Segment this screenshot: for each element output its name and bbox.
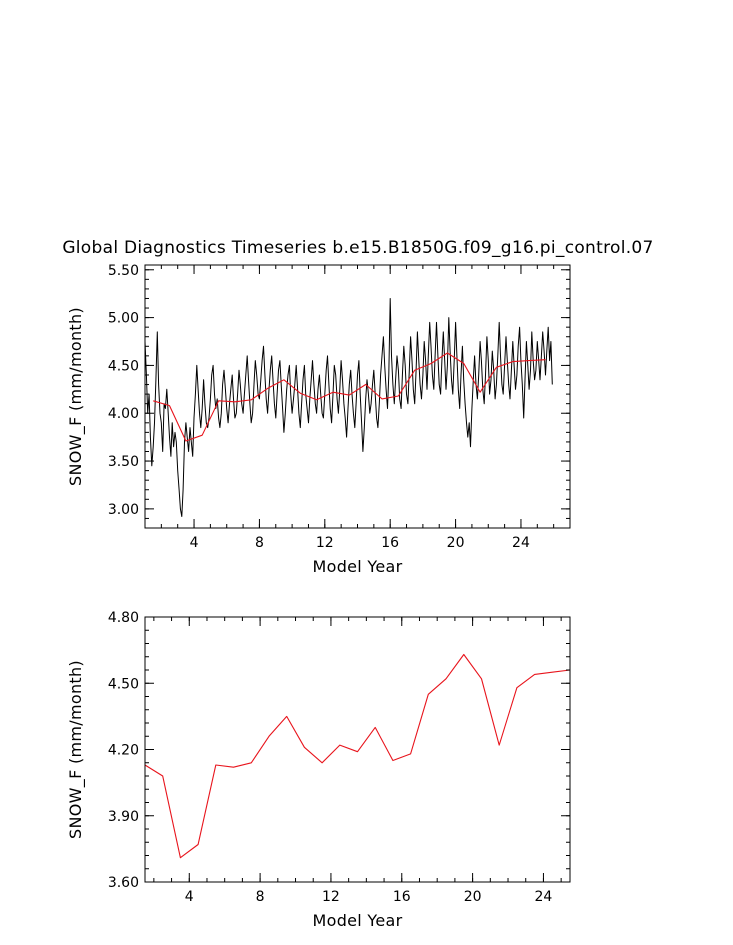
y-tick-label: 5.00 — [108, 311, 139, 327]
x-tick-label: 24 — [535, 889, 553, 905]
y-axis-label: SNOW_F (mm/month) — [66, 307, 86, 486]
y-tick-label: 4.50 — [108, 358, 139, 374]
plot-frame — [144, 616, 571, 883]
x-tick-label: 20 — [464, 889, 482, 905]
x-tick-label: 20 — [447, 535, 465, 551]
x-tick-label: 8 — [256, 889, 265, 905]
x-tick-label: 12 — [316, 535, 334, 551]
x-axis-label: Model Year — [313, 911, 403, 930]
y-tick-label: 3.60 — [108, 875, 139, 891]
y-tick-label: 4.00 — [108, 406, 139, 422]
y-tick-label: 5.50 — [108, 263, 139, 279]
y-axis-label: SNOW_F (mm/month) — [66, 660, 86, 839]
y-tick-label: 4.50 — [108, 676, 139, 692]
x-axis-label: Model Year — [313, 557, 403, 576]
chart-title: Global Diagnostics Timeseries b.e15.B185… — [62, 238, 653, 258]
annual-series-line — [153, 352, 546, 442]
x-tick-label: 8 — [255, 535, 264, 551]
x-tick-label: 16 — [381, 535, 399, 551]
bottom-panel: 4 8 12 16 20 24 3.60 3.90 4.20 4.50 4.80 Model Year… — [66, 610, 571, 930]
x-tick-label: 12 — [322, 889, 340, 905]
annual-series-line — [144, 653, 571, 859]
y-tick-label: 3.50 — [108, 454, 139, 470]
top-panel: 4 8 12 16 20 24 3.00 3.50 4.00 4.50 5.00 5.50 Model … — [66, 263, 571, 576]
y-tick-label: 4.20 — [108, 743, 139, 759]
y-tick-label: 3.00 — [108, 502, 139, 518]
x-tick-label: 24 — [512, 535, 530, 551]
x-tick-label: 4 — [190, 535, 199, 551]
y-tick-label: 3.90 — [108, 809, 139, 825]
x-tick-label: 4 — [185, 889, 194, 905]
x-tick-label: 16 — [393, 889, 411, 905]
y-tick-label: 4.80 — [108, 610, 139, 626]
plot-frame — [144, 264, 571, 529]
monthly-series-line — [144, 298, 553, 517]
